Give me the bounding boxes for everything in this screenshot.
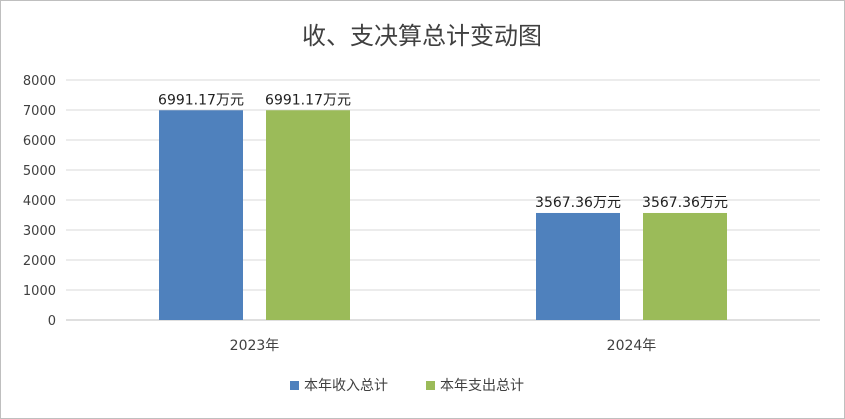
bar-income-1 xyxy=(536,212,620,320)
data-labels: 6991.17万元 6991.17万元 3567.36万元 3567.36万元 xyxy=(158,92,728,211)
legend: 本年收入总计 本年支出总计 xyxy=(290,378,524,394)
y-tick-label: 3000 xyxy=(23,224,56,239)
legend-swatch xyxy=(290,381,299,390)
chart-title: 收、支决算总计变动图 xyxy=(302,22,542,50)
data-label: 6991.17万元 xyxy=(265,92,351,108)
data-label: 3567.36万元 xyxy=(642,195,728,211)
legend-label: 本年收入总计 xyxy=(304,378,388,394)
data-label: 3567.36万元 xyxy=(535,195,621,211)
y-axis-ticks: 0 1000 2000 3000 4000 5000 6000 7000 8000 xyxy=(23,74,56,329)
y-tick-label: 6000 xyxy=(23,134,56,149)
y-tick-label: 2000 xyxy=(23,254,56,269)
bars xyxy=(159,110,727,321)
bar-expense-0 xyxy=(266,110,350,321)
y-tick-label: 5000 xyxy=(23,164,56,179)
bar-income-0 xyxy=(159,110,243,321)
y-tick-label: 0 xyxy=(48,314,56,329)
bar-expense-1 xyxy=(643,212,727,320)
x-category-label: 2023年 xyxy=(230,338,280,354)
y-tick-label: 7000 xyxy=(23,104,56,119)
legend-swatch xyxy=(426,381,435,390)
legend-label: 本年支出总计 xyxy=(440,378,524,394)
x-category-label: 2024年 xyxy=(607,338,657,354)
data-label: 6991.17万元 xyxy=(158,92,244,108)
x-axis-categories: 2023年 2024年 xyxy=(230,338,657,354)
y-tick-label: 1000 xyxy=(23,284,56,299)
y-tick-label: 8000 xyxy=(23,74,56,89)
y-tick-label: 4000 xyxy=(23,194,56,209)
